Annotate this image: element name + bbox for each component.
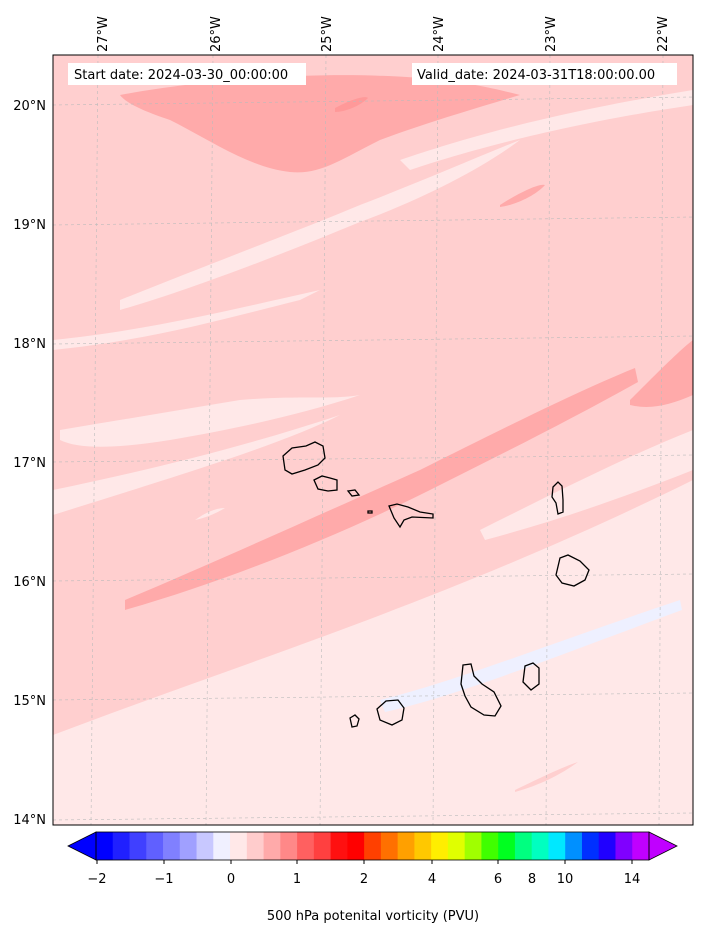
colorbar-tick-label: 8 bbox=[528, 872, 536, 887]
colorbar-cell bbox=[380, 832, 399, 860]
colorbar-cell bbox=[297, 832, 315, 860]
field-light-south-2 bbox=[53, 480, 693, 760]
colorbar-cell bbox=[565, 832, 583, 860]
colorbar-cell bbox=[280, 832, 298, 860]
colorbar-tick-label: −1 bbox=[154, 872, 173, 887]
colorbar-cell bbox=[163, 832, 181, 860]
lon-tick-label: 27°W bbox=[96, 16, 111, 52]
colorbar-cell bbox=[615, 832, 633, 860]
valid-date-text: Valid_date: 2024-03-31T18:00:00.00 bbox=[417, 68, 655, 83]
island-branco bbox=[367, 510, 373, 514]
colorbar-tick-label: 2 bbox=[360, 872, 368, 887]
lon-tick-label: 26°W bbox=[209, 16, 224, 52]
colorbar-tick-label: 0 bbox=[227, 872, 235, 887]
field-light-streak-6 bbox=[195, 508, 225, 520]
colorbar-cell bbox=[632, 832, 650, 860]
field-light-streak-3 bbox=[60, 395, 360, 447]
island-brava bbox=[349, 714, 360, 728]
colorbar-cells bbox=[96, 832, 650, 860]
colorbar-cell bbox=[581, 832, 600, 860]
annotation-boxes: Start date: 2024-03-30_00:00:00 Valid_da… bbox=[68, 63, 677, 85]
colorbar-tick-label: 10 bbox=[557, 872, 574, 887]
field-dark-ne bbox=[500, 184, 545, 207]
lon-tick-label: 24°W bbox=[432, 16, 447, 52]
graticule bbox=[53, 55, 693, 825]
colorbar-cell bbox=[498, 832, 516, 860]
vorticity-field bbox=[53, 55, 693, 825]
field-light-north bbox=[400, 90, 693, 170]
colorbar-title: 500 hPa potenital vorticity (PVU) bbox=[267, 909, 479, 924]
colorbar-cell bbox=[431, 832, 449, 860]
island-sao-vicente bbox=[313, 475, 338, 492]
colorbar-cell bbox=[481, 832, 499, 860]
lat-tick-label: 20°N bbox=[13, 99, 46, 114]
colorbar-cell bbox=[364, 832, 382, 860]
colorbar-tick-label: −2 bbox=[87, 872, 106, 887]
map-frame bbox=[52, 54, 694, 826]
island-santiago bbox=[460, 663, 502, 717]
colorbar-cell bbox=[196, 832, 214, 860]
lat-tick-label: 18°N bbox=[13, 337, 46, 352]
colorbar-cell bbox=[146, 832, 164, 860]
colorbar-cell bbox=[129, 832, 147, 860]
lon-tick-label: 22°W bbox=[656, 16, 671, 52]
colorbar-tick-label: 14 bbox=[624, 872, 641, 887]
colorbar-cell bbox=[213, 832, 231, 860]
island-santa-luzia bbox=[346, 489, 361, 497]
start-date-text: Start date: 2024-03-30_00:00:00 bbox=[74, 68, 288, 83]
colorbar-tick-label: 6 bbox=[494, 872, 502, 887]
field-light-streak-1 bbox=[120, 140, 520, 310]
island-maio bbox=[522, 662, 540, 691]
colorbar-cell bbox=[531, 832, 549, 860]
field-dark-north-2 bbox=[335, 97, 368, 112]
field-dark-north bbox=[120, 75, 520, 173]
colorbar-cell bbox=[330, 832, 348, 860]
lon-tick-label: 25°W bbox=[320, 16, 335, 52]
colorbar-extend-right bbox=[648, 831, 678, 861]
lat-tick-label: 19°N bbox=[13, 218, 46, 233]
island-boa-vista bbox=[555, 554, 590, 587]
lon-tick-label: 23°W bbox=[544, 16, 559, 52]
colorbar-tick-label: 4 bbox=[428, 872, 436, 887]
island-sal bbox=[551, 481, 564, 515]
colorbar-outline bbox=[95, 831, 650, 861]
colorbar: −2 −1 0 1 2 4 6 8 10 14 500 hPa potenital vortici… bbox=[67, 831, 678, 924]
colorbar-cell bbox=[179, 832, 198, 860]
colorbar-cell bbox=[246, 832, 265, 860]
colorbar-cell bbox=[397, 832, 415, 860]
colorbar-cell bbox=[414, 832, 432, 860]
colorbar-cell bbox=[447, 832, 466, 860]
field-light-streak-5 bbox=[480, 430, 693, 540]
valid-date-box bbox=[412, 63, 677, 85]
start-date-box bbox=[68, 63, 306, 85]
field-light-streak-2 bbox=[53, 290, 320, 350]
island-sao-nicolau bbox=[388, 503, 434, 529]
island-fogo bbox=[376, 699, 405, 726]
lat-tick-label: 16°N bbox=[13, 575, 46, 590]
colorbar-cell bbox=[230, 832, 248, 860]
field-dark-band bbox=[125, 368, 638, 610]
field-light-streak-4 bbox=[53, 415, 340, 515]
lat-tick-label: 15°N bbox=[13, 694, 46, 709]
lat-tick-label: 17°N bbox=[13, 456, 46, 471]
colorbar-cell bbox=[464, 832, 482, 860]
lon-tick-labels: 27°W 26°W 25°W 24°W 23°W 22°W bbox=[96, 16, 671, 52]
colorbar-cell bbox=[347, 832, 365, 860]
field-blue-streak bbox=[380, 600, 682, 712]
lat-tick-labels: 20°N 19°N 18°N 17°N 16°N 15°N 14°N bbox=[13, 99, 46, 828]
colorbar-cell bbox=[112, 832, 131, 860]
colorbar-cell bbox=[313, 832, 332, 860]
colorbar-cell bbox=[548, 832, 566, 860]
colorbar-ticks: −2 −1 0 1 2 4 6 8 10 14 bbox=[87, 860, 640, 887]
colorbar-cell bbox=[96, 832, 114, 860]
lat-tick-label: 14°N bbox=[13, 813, 46, 828]
coastlines bbox=[282, 441, 590, 728]
colorbar-tick-label: 1 bbox=[293, 872, 301, 887]
colorbar-cell bbox=[263, 832, 281, 860]
colorbar-extend-left bbox=[67, 831, 97, 861]
island-santo-antao bbox=[282, 441, 326, 475]
colorbar-cell bbox=[514, 832, 533, 860]
colorbar-cell bbox=[598, 832, 616, 860]
